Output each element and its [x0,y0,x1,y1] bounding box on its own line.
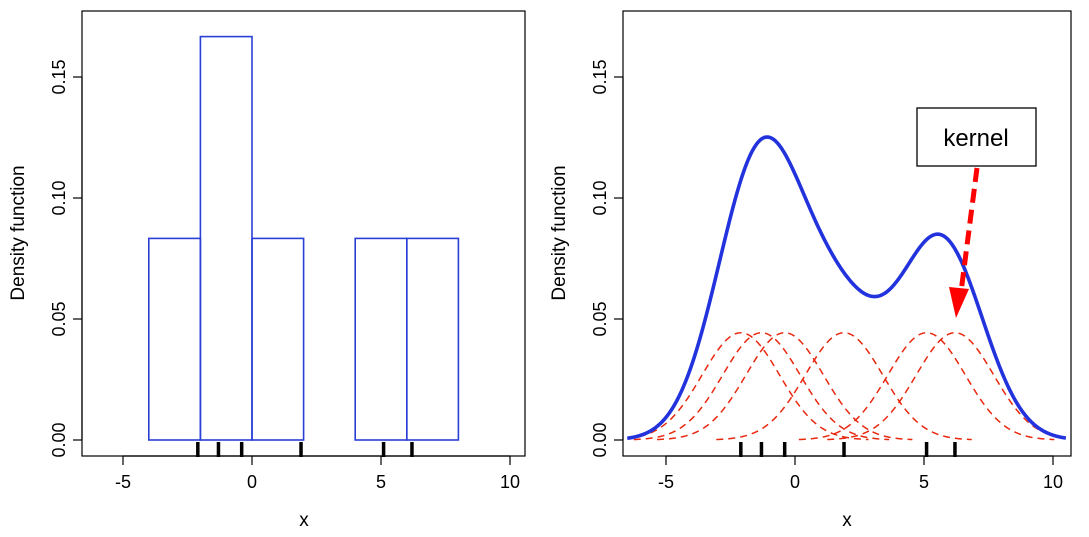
kde-x-axis: -5 0 5 10 [658,455,1063,492]
histogram-x-tick-label: -5 [115,472,131,492]
histogram-x-axis-label: x [299,510,309,531]
kernel-annotation: kernel [916,107,1037,318]
histogram-x-tick-label: 5 [376,472,386,492]
kde-y-tick-label: 0.15 [590,59,610,94]
kde-y-axis: 0.00 0.05 0.10 0.15 [590,59,624,458]
histogram-x-axis: -5 0 5 10 [115,455,520,492]
annotation-box [916,107,1037,167]
histogram-bar [199,35,253,441]
kde-y-axis-label: Density function [549,165,570,300]
histogram-y-tick-label: 0.00 [49,422,69,457]
histogram-x-tick-label: 0 [247,472,257,492]
annotation-arrow-head [949,287,969,318]
histogram-y-axis-label: Density function [8,165,29,300]
kde-panel: -5 0 5 10 0.00 0.05 0.10 0.15 x Density functi… [549,10,1072,531]
histogram-y-tick-label: 0.15 [49,59,69,94]
annotation-label: kernel [943,125,1008,152]
histogram-bar [405,237,460,441]
kde-plot-frame [622,10,1072,457]
histogram-panel: -5 0 5 10 0.00 0.05 0.10 0.15 x Density functi… [8,10,526,531]
histogram-bar [354,237,408,441]
kde-y-tick-label: 0.00 [590,422,610,457]
kde-x-tick-label: 0 [790,472,800,492]
kernel-curve [827,331,1067,441]
kernel-curve [627,331,869,441]
histogram-bar [251,237,305,441]
histogram-y-tick-label: 0.05 [49,301,69,336]
histogram-rug [196,442,414,457]
histogram-bar [148,237,202,441]
histogram-x-tick-label: 10 [500,472,520,492]
histogram-y-tick-label: 0.10 [49,180,69,215]
kde-rug [739,442,957,457]
kde-x-tick-label: 5 [919,472,929,492]
kernel-curve [633,331,890,441]
kernel-curve [798,331,1055,441]
kde-x-tick-label: -5 [658,472,674,492]
kde-y-tick-label: 0.05 [590,301,610,336]
annotation-arrow-shaft [958,167,980,293]
kde-y-tick-label: 0.10 [590,180,610,215]
kde-curve [627,135,1067,441]
histogram-y-axis: 0.00 0.05 0.10 0.15 [49,59,83,458]
kde-x-axis-label: x [842,510,852,531]
histogram-bars [148,35,460,441]
kernel-curves [627,331,1067,441]
kde-x-tick-label: 10 [1043,472,1063,492]
